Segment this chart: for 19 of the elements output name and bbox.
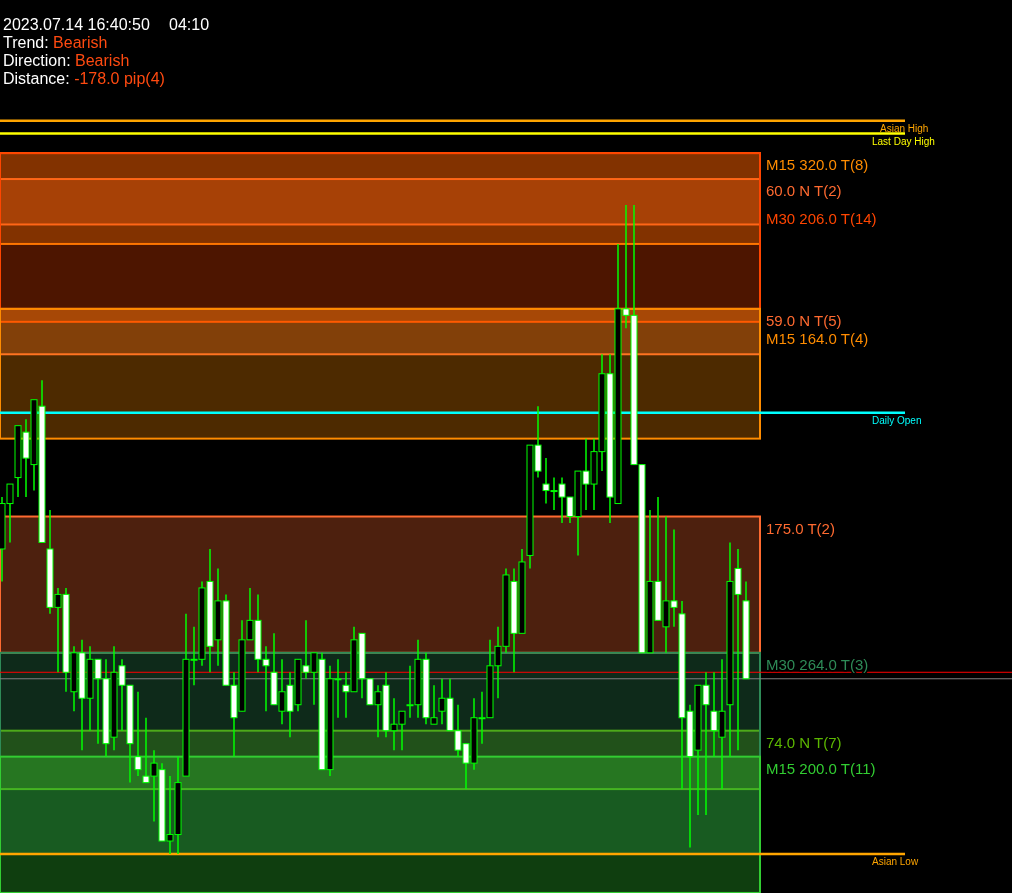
- candlestick: [134, 691, 142, 777]
- ref-line-label: Asian Low: [872, 856, 919, 867]
- text: Trend: Bearish: [3, 34, 108, 51]
- text: Direction: Bearish: [3, 52, 130, 69]
- band-label: 175.0 T(2): [766, 519, 835, 537]
- band-label: M15 320.0 T(8): [766, 156, 869, 174]
- band-label: 59.0 N T(5): [766, 311, 842, 329]
- text: Distance: -178.0 pip(4): [3, 70, 165, 87]
- band-label: M30 264.0 T(3): [766, 655, 869, 673]
- chart-title: 2023.07.14 16:40:50: [3, 16, 150, 33]
- band-label: M15 200.0 T(11): [766, 759, 876, 777]
- band-label: 60.0 N T(2): [766, 182, 842, 200]
- ref-line-label: Last Day High: [872, 135, 935, 147]
- band-label: M15 164.0 T(4): [766, 329, 869, 347]
- chart-subtitle: 04:10: [169, 16, 210, 33]
- ref-line-label: Daily Open: [872, 414, 922, 426]
- band-label: 74.0 N T(7): [766, 733, 842, 751]
- ref-line-label: Asian High: [880, 122, 929, 134]
- band-label: M30 206.0 T(14): [766, 210, 877, 228]
